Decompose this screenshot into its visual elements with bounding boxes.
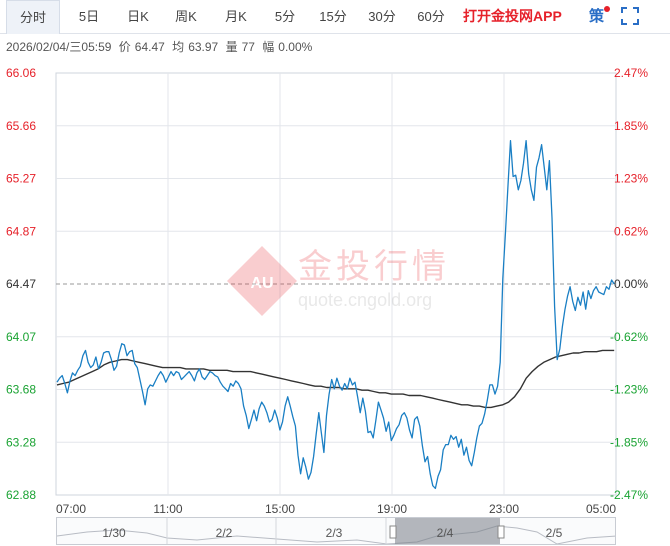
watermark-url: quote.cngold.org bbox=[298, 290, 432, 310]
tab-0[interactable]: 分时 bbox=[6, 0, 60, 34]
y-tick-left: 63.28 bbox=[6, 435, 36, 449]
y-tick-right: 1.85% bbox=[614, 119, 648, 133]
avg-price-line bbox=[56, 349, 615, 409]
watermark-logo-icon bbox=[227, 246, 297, 316]
strategy-button[interactable]: 策 bbox=[589, 8, 605, 25]
quote-datetime: 2026/02/04/三05:59 bbox=[6, 40, 112, 54]
y-tick-left: 65.27 bbox=[6, 172, 36, 186]
navigator-handle-right[interactable] bbox=[497, 525, 505, 539]
x-tick-label: 11:00 bbox=[153, 502, 182, 516]
tab-5[interactable]: 5分 bbox=[274, 9, 296, 24]
navigator-date-label: 2/3 bbox=[326, 526, 343, 540]
navigator-date-label: 2/4 bbox=[437, 526, 454, 540]
tab-7[interactable]: 30分 bbox=[368, 9, 396, 24]
y-tick-right: -1.85% bbox=[610, 435, 648, 449]
tab-2[interactable]: 日K bbox=[127, 9, 149, 24]
navigator-selection[interactable] bbox=[395, 518, 500, 545]
change-label: 幅 bbox=[262, 40, 275, 54]
y-tick-right: 0.00% bbox=[614, 277, 648, 291]
navigator-sparkline bbox=[57, 525, 615, 544]
watermark: AU 金投行情 quote.cngold.org bbox=[227, 246, 450, 316]
y-tick-left: 64.07 bbox=[6, 330, 36, 344]
y-tick-left: 63.68 bbox=[6, 383, 36, 397]
avg-value: 63.97 bbox=[188, 40, 219, 54]
period-tabs: 分时 5日 日K 周K 月K 5分 15分 30分 60分 bbox=[0, 0, 670, 34]
watermark-title: 金投行情 bbox=[298, 247, 450, 287]
tab-3[interactable]: 周K bbox=[175, 9, 197, 24]
price-label: 价 bbox=[118, 40, 131, 54]
y-tick-left: 65.66 bbox=[6, 119, 36, 133]
navigator-handle-left[interactable] bbox=[389, 525, 397, 539]
y-tick-left: 64.87 bbox=[6, 224, 36, 238]
intraday-chart[interactable]: 66.06 2.47% 65.66 1.85% 65.27 1.23% 64.87 0.62%… bbox=[0, 60, 670, 516]
volume-value: 77 bbox=[241, 40, 255, 54]
y-tick-left: 66.06 bbox=[6, 66, 36, 80]
y-tick-right: -2.47% bbox=[610, 488, 648, 502]
navigator-date-label: 1/30 bbox=[102, 526, 126, 540]
x-tick-label: 19:00 bbox=[377, 502, 407, 516]
x-tick-label: 15:00 bbox=[265, 502, 295, 516]
open-app-link[interactable]: 打开金投网APP bbox=[463, 8, 562, 24]
notification-dot bbox=[604, 6, 610, 12]
y-tick-right: 1.23% bbox=[614, 172, 648, 186]
watermark-logo-text: AU bbox=[250, 275, 273, 292]
change-value: 0.00% bbox=[278, 40, 313, 54]
tab-1[interactable]: 5日 bbox=[78, 9, 100, 24]
tab-4[interactable]: 月K bbox=[225, 9, 247, 24]
x-tick-label: 05:00 bbox=[586, 502, 616, 516]
tab-6[interactable]: 15分 bbox=[319, 9, 347, 24]
tab-8[interactable]: 60分 bbox=[417, 9, 445, 24]
navigator-date-label: 2/2 bbox=[216, 526, 233, 540]
y-tick-right: 0.62% bbox=[614, 224, 648, 238]
time-navigator[interactable]: 1/30 2/2 2/3 2/4 2/5 bbox=[56, 517, 616, 545]
fullscreen-icon[interactable] bbox=[621, 7, 639, 25]
price-line bbox=[56, 140, 615, 490]
x-tick-label: 23:00 bbox=[489, 502, 519, 516]
y-tick-right: 2.47% bbox=[614, 66, 648, 80]
y-tick-left: 64.47 bbox=[6, 277, 36, 291]
volume-label: 量 bbox=[225, 40, 238, 54]
y-tick-left: 62.88 bbox=[6, 488, 36, 502]
avg-label: 均 bbox=[172, 40, 185, 54]
price-value: 64.47 bbox=[134, 40, 165, 54]
x-tick-label: 07:00 bbox=[56, 502, 86, 516]
quote-info-bar: 2026/02/04/三05:59 价 64.47 均 63.97 量 77 幅 0.0… bbox=[6, 38, 316, 55]
navigator-date-label: 2/5 bbox=[546, 526, 563, 540]
y-tick-right: -0.62% bbox=[610, 330, 648, 344]
y-tick-right: -1.23% bbox=[610, 383, 648, 397]
